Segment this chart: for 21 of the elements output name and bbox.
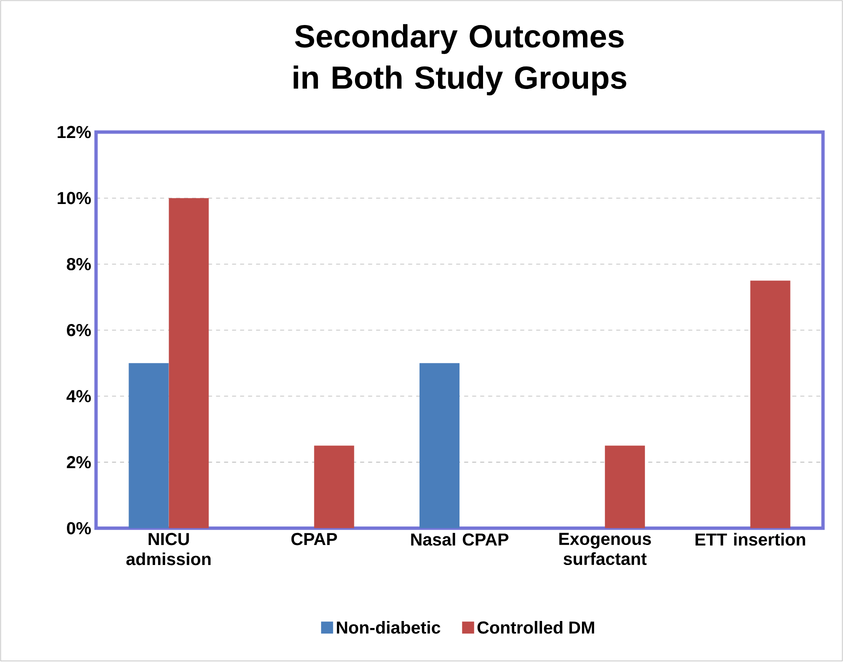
x-tick-label: Nasal CPAP (411, 533, 508, 546)
bar (128, 363, 169, 528)
legend-label: Non-diabetic (336, 621, 440, 634)
bar (168, 198, 209, 528)
y-tick-label: 2% (66, 456, 91, 468)
y-tick-label: 10% (58, 192, 91, 204)
legend-label: Controlled DM (478, 621, 594, 634)
x-tick-label: CPAP (291, 533, 337, 546)
y-tick-label: 0% (66, 522, 91, 535)
bar (604, 446, 645, 528)
y-tick-label: 4% (66, 390, 91, 402)
x-tick-label: Exogenous surfactant (559, 533, 651, 566)
bar (314, 446, 354, 528)
y-tick-label: 8% (66, 258, 91, 270)
x-tick-label: ETT insertion (696, 533, 806, 546)
x-tick-label: NICU admission (126, 533, 211, 566)
bar (750, 280, 790, 528)
y-tick-label: 6% (66, 324, 91, 336)
bar (420, 363, 460, 528)
chart-title: Secondary Outcomes in Both Study Groups (294, 24, 626, 96)
y-tick-label: 12% (58, 126, 91, 138)
